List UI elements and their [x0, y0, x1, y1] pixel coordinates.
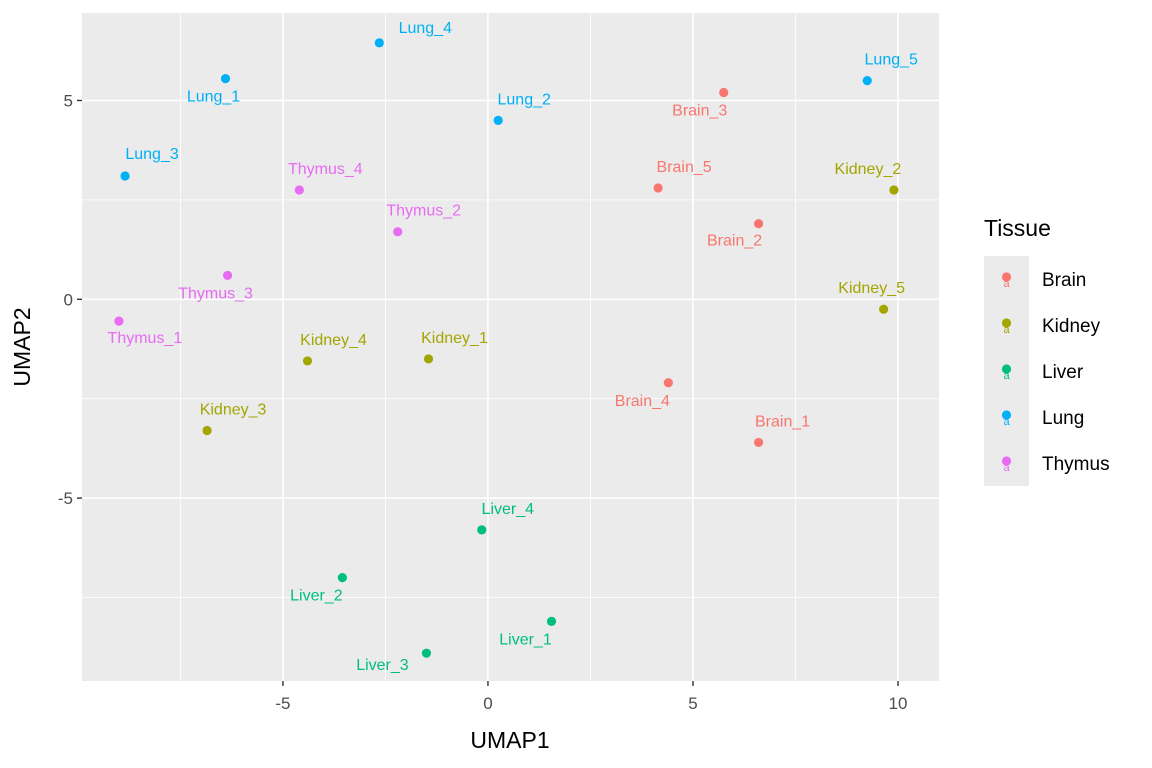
y-axis-ticks: -5 0 5: [58, 91, 82, 508]
point-label: Kidney_4: [300, 332, 367, 349]
point-label: Brain_5: [657, 159, 712, 176]
legend-key-glyph: a: [1003, 324, 1010, 336]
point-lung-2: [493, 115, 503, 125]
y-tick-label: -5: [58, 489, 73, 508]
point-kidney-5: [879, 304, 889, 314]
point-label: Brain_2: [707, 233, 762, 250]
point-liver-4: [477, 525, 487, 535]
point-label: Brain_4: [615, 393, 670, 410]
point-liver-2: [337, 573, 347, 583]
point-label: Thymus_2: [386, 203, 461, 220]
point-label: Liver_3: [356, 657, 409, 674]
legend-key-dot: [1001, 456, 1012, 466]
legend-entry-label: Liver: [1042, 362, 1084, 383]
legend-key-dot: [1001, 410, 1012, 420]
x-axis-ticks: -5 0 5 10: [275, 681, 907, 713]
legend: Tissue a Brain a Kidney a Liver a Lung a Thymus: [984, 215, 1110, 486]
legend-key-dot: [1001, 318, 1012, 328]
point-thymus-1: [114, 316, 124, 326]
point-label: Brain_3: [672, 103, 727, 120]
point-brain-4: [663, 378, 673, 388]
major-gridlines: [82, 13, 939, 681]
point-label: Liver_4: [482, 501, 535, 518]
point-lung-4: [374, 38, 384, 48]
legend-key-dot: [1001, 364, 1012, 374]
point-label: Thymus_3: [178, 285, 253, 302]
point-label: Kidney_1: [421, 330, 488, 347]
legend-title: Tissue: [984, 215, 1051, 241]
point-lung-5: [862, 75, 872, 86]
legend-entry-label: Thymus: [1042, 454, 1110, 475]
y-tick-label: 0: [64, 290, 73, 309]
panel-background: [82, 13, 939, 681]
legend-key-glyph: a: [1003, 278, 1010, 290]
minor-gridlines: [82, 13, 939, 681]
point-kidney-4: [302, 356, 313, 366]
point-label: Lung_3: [125, 146, 178, 163]
point-brain-3: [719, 87, 729, 98]
legend-entry-label: Lung: [1042, 408, 1084, 429]
point-brain-1: [753, 437, 764, 448]
y-axis-title: UMAP2: [9, 307, 35, 386]
x-tick-label: 5: [688, 694, 697, 713]
point-liver-1: [546, 616, 557, 626]
legend-key-glyph: a: [1003, 416, 1010, 428]
point-lung-3: [120, 171, 130, 181]
point-label: Lung_5: [865, 52, 918, 69]
x-axis-title: UMAP1: [470, 727, 549, 753]
legend-entry-label: Kidney: [1042, 316, 1101, 337]
point-label: Lung_2: [498, 91, 551, 108]
point-lung-1: [220, 74, 231, 84]
point-label: Kidney_2: [835, 161, 902, 178]
data-points: [114, 38, 899, 658]
x-tick-label: -5: [275, 694, 290, 713]
legend-entry-label: Brain: [1042, 270, 1086, 291]
point-label: Thymus_4: [288, 161, 363, 178]
point-kidney-1: [423, 354, 434, 364]
x-tick-label: 0: [483, 694, 492, 713]
point-label: Liver_1: [499, 631, 552, 648]
legend-key-glyph: a: [1003, 462, 1010, 474]
point-labels: Brain_1 Brain_2 Brain_3 Brain_4 Brain_5 Kidne…: [108, 20, 918, 674]
legend-keys: a Brain a Kidney a Liver a Lung a Thymus: [984, 256, 1110, 486]
point-thymus-3: [222, 270, 233, 281]
point-kidney-3: [202, 425, 212, 436]
x-tick-label: 10: [889, 694, 908, 713]
point-thymus-2: [393, 227, 403, 237]
point-brain-2: [753, 219, 764, 229]
point-brain-5: [653, 183, 663, 193]
point-label: Liver_2: [290, 588, 343, 605]
point-label: Lung_4: [399, 20, 452, 37]
point-label: Thymus_1: [108, 330, 183, 347]
point-thymus-4: [294, 185, 304, 195]
y-tick-label: 5: [64, 91, 73, 110]
point-label: Kidney_3: [200, 402, 267, 419]
point-label: Brain_1: [755, 413, 810, 430]
legend-key-dot: [1001, 272, 1012, 282]
point-kidney-2: [889, 185, 899, 195]
point-liver-3: [421, 648, 432, 658]
point-label: Lung_1: [187, 89, 240, 106]
point-label: Kidney_5: [838, 280, 905, 297]
legend-key-glyph: a: [1003, 370, 1010, 382]
